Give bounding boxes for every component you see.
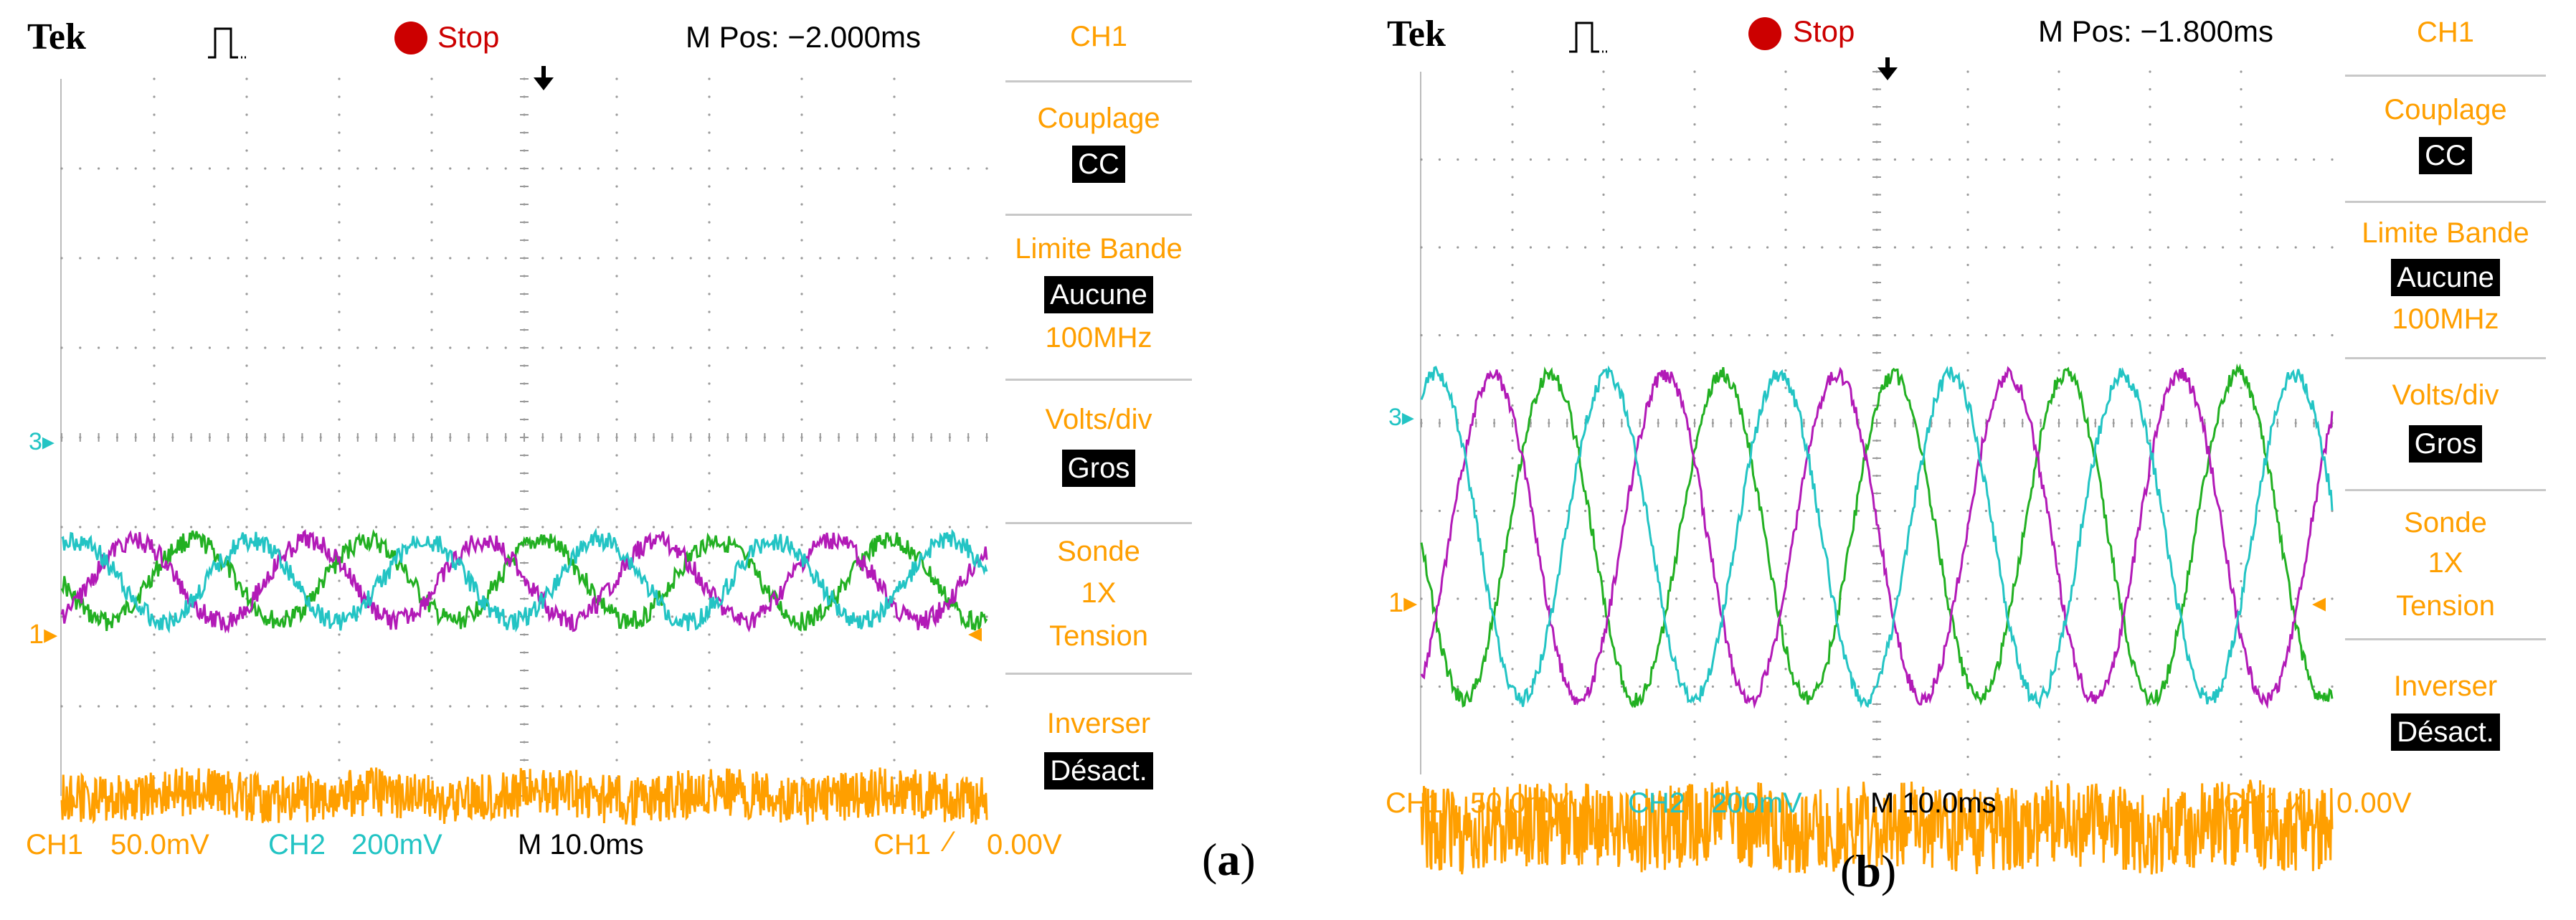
ch1-label: CH1: [1386, 787, 1444, 819]
invert-value[interactable]: Désact.: [2338, 711, 2553, 753]
trigger-channel: CH1: [873, 829, 932, 860]
brand-logo: Tek: [27, 16, 86, 57]
panel-caption-b: (b): [1840, 845, 1897, 896]
waveform-plot: [1420, 70, 2334, 875]
coupling-value[interactable]: CC: [2338, 135, 2553, 176]
rising-edge-icon: ⁄: [947, 826, 952, 858]
bandwidth-label[interactable]: Limite Bande: [2362, 217, 2529, 249]
trace-ch1-orange: [60, 767, 988, 827]
coupling-label[interactable]: Couplage: [1037, 103, 1160, 134]
invert-label[interactable]: Inverser: [1046, 708, 1151, 739]
volts-div-label[interactable]: Volts/div: [2392, 379, 2499, 411]
rising-edge-icon: ⁄: [2296, 784, 2301, 816]
trace-phase-magenta: [1420, 366, 2334, 709]
trigger-level-marker: ◂: [2312, 588, 2326, 618]
brand-logo: Tek: [1387, 14, 1446, 54]
volts-div-value[interactable]: Gros: [998, 447, 1199, 489]
ch1-ground-marker: 1▸: [29, 620, 58, 650]
trace-ch1-orange: [1420, 779, 2334, 875]
menu-divider: [1005, 522, 1192, 524]
bandwidth-sub: 100MHz: [1045, 322, 1152, 354]
run-status: Stop: [437, 20, 500, 54]
graticule: [60, 77, 988, 797]
ch1-scale: 50.0mV: [1470, 787, 1569, 819]
trigger-level: 0.00V: [987, 829, 1062, 860]
probe-label[interactable]: Sonde: [1057, 536, 1140, 567]
ch2-label: CH2: [1628, 787, 1686, 819]
menu-divider: [2345, 638, 2546, 640]
trigger-level-marker: ◂: [968, 618, 982, 648]
waveform-screen: [1420, 70, 2334, 875]
menu-divider: [2345, 357, 2546, 359]
trigger-channel: CH1: [2223, 787, 2281, 819]
invert-value[interactable]: Désact.: [998, 750, 1199, 792]
menu-divider: [1005, 673, 1192, 675]
bandwidth-sub: 100MHz: [2392, 303, 2499, 335]
panel-caption-a: (a): [1202, 834, 1256, 885]
probe-value[interactable]: 1X: [2428, 547, 2463, 579]
invert-label[interactable]: Inverser: [2393, 670, 2498, 702]
run-status: Stop: [1793, 14, 1855, 48]
coupling-label[interactable]: Couplage: [2384, 94, 2507, 125]
probe-label[interactable]: Sonde: [2404, 507, 2487, 539]
menu-divider: [2345, 75, 2546, 77]
ch2-label: CH2: [268, 829, 326, 860]
stop-indicator-icon: [1748, 17, 1781, 50]
ch2-ground-marker: 3▸: [29, 428, 55, 455]
menu-title: CH1: [1069, 21, 1128, 52]
scope-panel-a: Tek Stop M Pos: −2.000ms 1▸ 3▸ ◂ CH1 Cou…: [0, 0, 1277, 920]
menu-divider: [1005, 379, 1192, 381]
ch2-scale: 200mV: [351, 829, 442, 860]
trigger-position-icon: [1877, 57, 1898, 80]
ch1-side-menu[interactable]: CH1 Couplage CC Limite Bande Aucune 100M…: [998, 0, 1199, 810]
ch1-scale: 50.0mV: [110, 829, 209, 860]
m-pos-readout: M Pos: −1.800ms: [2038, 14, 2273, 48]
ch2-scale: 200mV: [1711, 787, 1802, 819]
stop-indicator-icon: [394, 22, 427, 54]
bandwidth-value[interactable]: Aucune: [2338, 257, 2553, 298]
probe-sub: Tension: [2396, 590, 2495, 622]
volts-div-value[interactable]: Gros: [2338, 423, 2553, 465]
trace-phase-green: [1420, 363, 2334, 708]
ch1-label: CH1: [26, 829, 84, 860]
menu-divider: [2345, 201, 2546, 203]
trigger-level: 0.00V: [2336, 787, 2412, 819]
menu-divider: [2345, 489, 2546, 491]
menu-title: CH1: [2416, 16, 2475, 48]
coupling-value[interactable]: CC: [998, 143, 1199, 185]
ch1-ground-marker: 1▸: [1388, 588, 1418, 618]
waveform-plot: [60, 77, 988, 827]
ch1-side-menu[interactable]: CH1 Couplage CC Limite Bande Aucune 100M…: [2338, 0, 2553, 796]
bandwidth-value[interactable]: Aucune: [998, 274, 1199, 316]
trigger-pulse-icon: [1569, 22, 1609, 53]
volts-div-label[interactable]: Volts/div: [1045, 404, 1152, 435]
bandwidth-label[interactable]: Limite Bande: [1015, 233, 1183, 265]
trigger-position-icon: [534, 66, 554, 90]
m-pos-readout: M Pos: −2.000ms: [686, 20, 921, 54]
graticule: [1420, 70, 2334, 776]
trace-ch2-cyan: [1420, 365, 2334, 710]
ch2-ground-marker: 3▸: [1388, 404, 1414, 431]
probe-value[interactable]: 1X: [1081, 577, 1117, 609]
trace-ch2-cyan: [61, 527, 988, 634]
menu-divider: [1005, 80, 1192, 82]
trace-phase-magenta: [60, 528, 988, 634]
menu-divider: [1005, 214, 1192, 216]
probe-sub: Tension: [1049, 620, 1148, 652]
trigger-pulse-icon: [208, 27, 247, 59]
timebase-readout: M 10.0ms: [518, 829, 644, 860]
waveform-screen: [60, 77, 988, 827]
timebase-readout: M 10.0ms: [1870, 787, 1997, 819]
scope-panel-b: Tek Stop M Pos: −1.800ms 1▸ 3▸ ◂ CH1 Cou…: [1375, 0, 2576, 920]
